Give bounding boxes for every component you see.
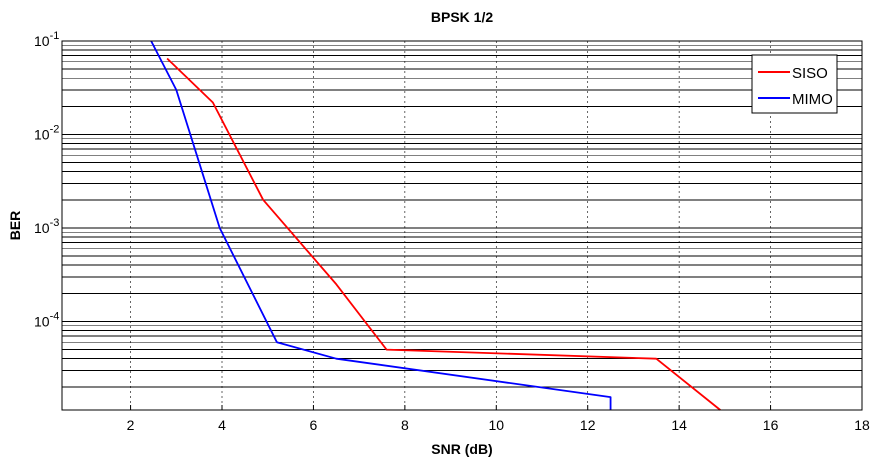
y-tick-label: 10-3 <box>34 217 59 236</box>
x-tick-label: 4 <box>218 417 226 433</box>
legend-box <box>751 54 838 114</box>
y-tick-label: 10-2 <box>34 123 59 142</box>
x-tick-label: 6 <box>310 417 318 433</box>
x-tick-label: 10 <box>488 417 504 433</box>
y-axis-label: BER <box>7 211 23 241</box>
x-tick-label: 12 <box>580 417 596 433</box>
axis-ticks: 2 4 6 8 10 12 14 16 18 10-1 10-2 10-3 10-4 <box>34 30 870 433</box>
series-line-mimo <box>150 40 612 410</box>
plot-frame <box>61 40 863 411</box>
grid <box>62 41 862 410</box>
x-tick-label: 16 <box>763 417 779 433</box>
x-tick-label: 14 <box>671 417 687 433</box>
plot-area <box>62 41 862 410</box>
series-lines <box>150 40 721 411</box>
legend-label-mimo: MIMO <box>792 91 833 108</box>
chart-title: BPSK 1/2 <box>431 9 493 25</box>
x-tick-label: 18 <box>854 417 870 433</box>
x-axis-label: SNR (dB) <box>431 441 492 457</box>
series-line-siso <box>166 57 721 411</box>
y-tick-label: 10-1 <box>34 30 59 49</box>
x-tick-label: 8 <box>401 417 409 433</box>
y-tick-label: 10-4 <box>34 310 59 329</box>
x-tick-label: 2 <box>127 417 135 433</box>
legend: SISO MIMO <box>751 54 838 114</box>
legend-label-siso: SISO <box>792 65 828 82</box>
